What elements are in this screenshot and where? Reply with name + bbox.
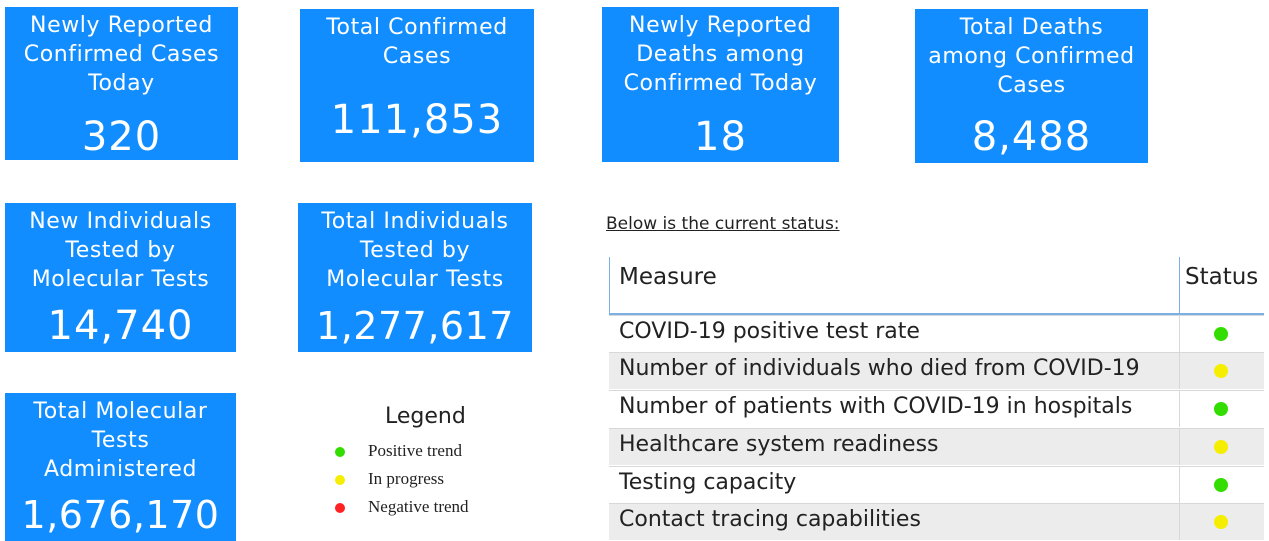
header-status: Status	[1185, 264, 1259, 290]
kpi-tile-label: Total Molecular Tests Administered	[33, 399, 208, 482]
kpi-tile-total-confirmed: Total Confirmed Cases 111,853	[300, 9, 534, 162]
measure-cell: Contact tracing capabilities	[619, 507, 921, 532]
kpi-tile-label: New Individuals Tested by Molecular Test…	[29, 209, 212, 292]
kpi-tile-value: 1,676,170	[21, 493, 220, 537]
kpi-tile-total-deaths: Total Deaths among Confirmed Cases 8,488	[915, 9, 1148, 163]
column-divider	[1179, 316, 1180, 352]
column-divider	[1179, 353, 1180, 389]
legend-item-positive: Positive trend	[330, 441, 530, 462]
yellow-dot-icon	[335, 475, 345, 485]
kpi-tile-value: 320	[81, 114, 162, 160]
legend-item-label: Negative trend	[368, 497, 469, 516]
kpi-tile-label: Total Deaths among Confirmed Cases	[928, 15, 1135, 98]
legend-item-negative: Negative trend	[330, 497, 530, 518]
kpi-tile-label: Total Individuals Tested by Molecular Te…	[321, 209, 509, 292]
kpi-tile-label: Newly Reported Confirmed Cases Today	[23, 13, 220, 96]
green-status-dot-icon	[1214, 478, 1228, 492]
header-left-border	[609, 257, 610, 314]
header-bottom-border	[609, 313, 1264, 315]
kpi-tile-label: Newly Reported Deaths among Confirmed To…	[623, 13, 818, 96]
legend-item-label: In progress	[368, 469, 445, 488]
legend-item-in-progress: In progress	[330, 469, 530, 490]
status-table-header: Measure Status	[609, 257, 1264, 315]
legend-item-label: Positive trend	[368, 441, 462, 460]
table-row: Healthcare system readiness	[609, 428, 1264, 465]
yellow-status-dot-icon	[1214, 364, 1228, 378]
table-row: Testing capacity	[609, 466, 1264, 503]
measure-cell: Number of patients with COVID-19 in hosp…	[619, 394, 1133, 419]
table-row: Contact tracing capabilities	[609, 503, 1264, 540]
measure-cell: Number of individuals who died from COVI…	[619, 356, 1140, 381]
kpi-tile-label: Total Confirmed Cases	[326, 15, 508, 69]
green-dot-icon	[335, 447, 345, 457]
kpi-tile-value: 1,277,617	[316, 304, 514, 348]
header-column-divider	[1179, 257, 1180, 314]
kpi-tile-value: 8,488	[971, 114, 1092, 160]
legend-title: Legend	[385, 404, 466, 429]
kpi-tile-value: 14,740	[47, 303, 194, 349]
measure-cell: Healthcare system readiness	[619, 432, 939, 457]
kpi-tile-total-individuals-tested: Total Individuals Tested by Molecular Te…	[298, 203, 532, 352]
table-row: COVID-19 positive test rate	[609, 315, 1264, 352]
green-status-dot-icon	[1214, 327, 1228, 341]
yellow-status-dot-icon	[1214, 440, 1228, 454]
column-divider	[1179, 467, 1180, 503]
kpi-tile-value: 18	[694, 114, 747, 160]
measure-cell: Testing capacity	[619, 470, 797, 495]
kpi-tile-new-cases-today: Newly Reported Confirmed Cases Today 320	[5, 7, 238, 160]
column-divider	[1179, 391, 1180, 427]
column-divider	[1179, 504, 1180, 540]
kpi-tile-value: 111,853	[330, 97, 504, 143]
table-row: Number of individuals who died from COVI…	[609, 352, 1264, 389]
column-divider	[1179, 429, 1180, 465]
kpi-tile-new-deaths-today: Newly Reported Deaths among Confirmed To…	[602, 7, 839, 162]
measure-cell: COVID-19 positive test rate	[619, 319, 920, 344]
red-dot-icon	[335, 503, 345, 513]
table-row: Number of patients with COVID-19 in hosp…	[609, 390, 1264, 427]
kpi-tile-total-molecular-tests: Total Molecular Tests Administered 1,676…	[5, 393, 236, 541]
status-caption: Below is the current status:	[606, 214, 840, 234]
green-status-dot-icon	[1214, 402, 1228, 416]
kpi-tile-new-individuals-tested: New Individuals Tested by Molecular Test…	[5, 203, 236, 352]
yellow-status-dot-icon	[1214, 515, 1228, 529]
header-measure: Measure	[619, 264, 717, 290]
